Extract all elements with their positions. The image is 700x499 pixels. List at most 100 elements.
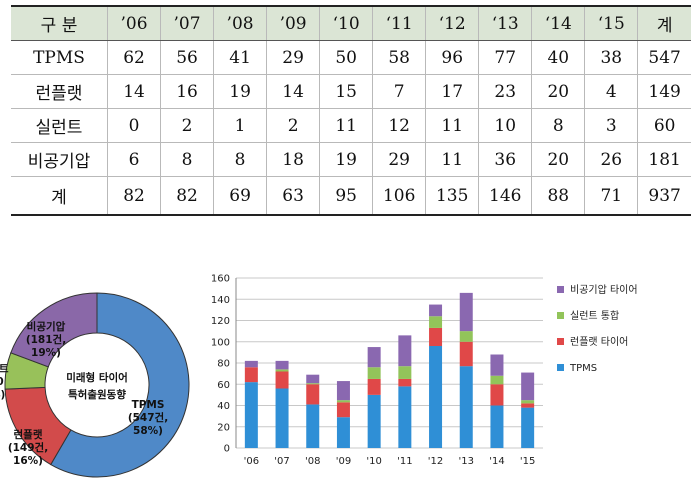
bar-segment — [459, 292, 473, 332]
table-row: TPMS 62 56 41 29 50 58 96 77 40 38 547 — [11, 40, 691, 75]
bar-segment — [521, 403, 535, 408]
table-cell: 937 — [637, 176, 691, 216]
bar-segment — [306, 374, 320, 384]
bar-segment — [398, 335, 412, 367]
table-header-cell: ‘15 — [584, 5, 638, 41]
donut-chart: TPMS(547건,58%) 런플랫(149건,16%) 실런트(607%) 비공기압… — [0, 292, 190, 478]
bar-segment — [275, 388, 289, 448]
table-cell: 149 — [637, 74, 691, 109]
legend-label: 실런트 통합 — [570, 310, 619, 322]
table-cell: 11 — [425, 108, 479, 143]
donut-slice-label: (181건, — [26, 333, 66, 346]
table-cell: 135 — [425, 176, 479, 216]
table-cell: 19 — [213, 74, 267, 109]
table-cell: 18 — [266, 142, 320, 177]
x-tick-label: '07 — [274, 456, 289, 467]
table-cell: 17 — [425, 74, 479, 109]
bar-segment — [490, 405, 504, 448]
table-cell: 36 — [478, 142, 532, 177]
bar-segment — [306, 384, 320, 405]
patent-table: 구 분 ’06’07’08’09 ‘10 ‘11 ‘12 ‘13 ‘14 ‘15 계 TPMS 62… — [11, 5, 691, 216]
donut-slice-label: TPMS — [132, 399, 165, 411]
x-tick-label: '14 — [489, 456, 504, 467]
legend-label: 런플랫 타이어 — [570, 336, 628, 348]
table-cell: 146 — [478, 176, 532, 216]
table-cell: 50 — [319, 40, 373, 75]
bar-segment — [367, 367, 381, 379]
table-cell: 15 — [319, 74, 373, 109]
bar-segment — [275, 360, 289, 370]
table-cell: 16 — [160, 74, 214, 109]
table-cell: 8 — [160, 142, 214, 177]
legend-label: TPMS — [569, 363, 597, 374]
table-cell: 56 — [160, 40, 214, 75]
table-cell: 4 — [584, 74, 638, 109]
bar-segment — [398, 366, 412, 379]
bar-segment — [429, 346, 443, 448]
table-cell: 26 — [584, 142, 638, 177]
bar-segment — [398, 386, 412, 448]
y-tick-label: 0 — [224, 444, 230, 455]
table-row: 실런트 0 2 1 2 11 12 11 10 8 3 60 — [11, 108, 691, 143]
bar-segment — [336, 381, 350, 401]
bar-segment — [275, 371, 289, 389]
bar-segment — [336, 417, 350, 448]
y-tick-label: 80 — [217, 359, 230, 370]
table-cell: 96 — [425, 40, 479, 75]
donut-slice — [50, 292, 190, 478]
table-cell: 41 — [213, 40, 267, 75]
table-cell: 8 — [531, 108, 585, 143]
bar-segment — [367, 378, 381, 395]
donut-slice-label: 16%) — [13, 455, 43, 467]
y-tick-label: 120 — [211, 316, 230, 327]
table-row-label: 비공기압 — [11, 142, 108, 177]
table-header-cell: ’08 — [213, 5, 267, 41]
table-row-label: 실런트 — [11, 108, 108, 143]
bar-segment — [429, 304, 443, 317]
table-row-label: 런플랫 — [11, 74, 108, 109]
table-cell: 0 — [106, 108, 161, 143]
table-cell: 95 — [319, 176, 373, 216]
x-tick-label: '11 — [397, 456, 412, 467]
table-cell: 8 — [213, 142, 267, 177]
table-header-cell: ‘11 — [372, 5, 426, 41]
table-cell: 10 — [478, 108, 532, 143]
bar-segment — [459, 331, 473, 342]
table-cell: 12 — [372, 108, 426, 143]
table-row-label: 계 — [11, 176, 108, 216]
donut-slice-label: 비공기압 — [27, 320, 66, 333]
legend-swatch — [557, 312, 564, 319]
table-cell: 19 — [319, 142, 373, 177]
y-tick-label: 140 — [211, 295, 230, 306]
legend-swatch — [557, 364, 564, 371]
stacked-bar-chart: 0 20 40 60 80 100 120 140 160 '06 '07 '08 '09 '10 '11 '… — [211, 274, 638, 468]
table-cell: 29 — [372, 142, 426, 177]
x-tick-label: '10 — [366, 456, 381, 467]
donut-slice-label: 19%) — [31, 347, 61, 359]
table-header-cell: ‘13 — [478, 5, 532, 41]
y-tick-label: 20 — [217, 422, 230, 433]
table-cell: 20 — [531, 74, 585, 109]
donut-slice-label: (547건, — [128, 411, 168, 424]
bar-segment — [429, 327, 443, 346]
table-cell: 29 — [266, 40, 320, 75]
table-cell: 2 — [160, 108, 214, 143]
bar-segment — [521, 407, 535, 448]
patent-table-body: 구 분 ’06’07’08’09 ‘10 ‘11 ‘12 ‘13 ‘14 ‘15 계 TPMS 62… — [11, 5, 691, 216]
table-cell: 11 — [319, 108, 373, 143]
y-tick-label: 100 — [211, 337, 230, 348]
donut-slice-label: 7%) — [0, 389, 5, 401]
bar-segment — [490, 384, 504, 406]
table-cell: 6 — [106, 142, 161, 177]
table-header-cell: 계 — [637, 5, 691, 41]
x-tick-label: '13 — [459, 456, 474, 467]
bar-segment — [459, 341, 473, 367]
donut-slice-label: 런플랫 — [14, 428, 43, 441]
table-header-row: 구 분 ’06’07’08’09 ‘10 ‘11 ‘12 ‘13 ‘14 ‘15 계 — [11, 5, 691, 41]
table-header-cell: ’06 — [106, 5, 161, 41]
y-tick-label: 60 — [217, 380, 230, 391]
table-row: 계 82 82 69 63 95 106 135 146 88 71 937 — [11, 176, 691, 216]
table-row: 비공기압 6 8 8 18 19 29 11 36 20 26 181 — [11, 142, 691, 177]
y-tick-label: 40 — [217, 401, 230, 412]
bar-segment — [244, 367, 258, 383]
